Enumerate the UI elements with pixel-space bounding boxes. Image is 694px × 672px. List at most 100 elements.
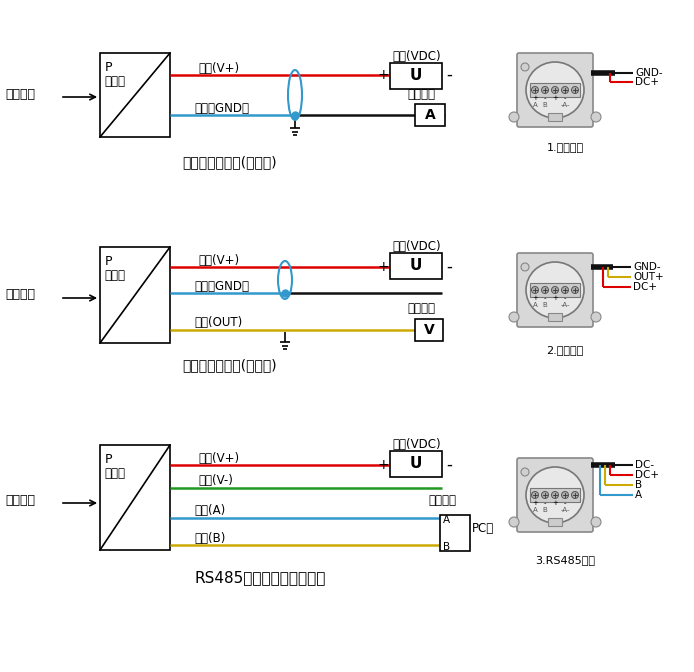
Ellipse shape: [526, 262, 584, 318]
Bar: [530, 83, 580, 97]
Text: 黑线（GND）: 黑线（GND）: [194, 101, 249, 114]
Bar: [415, 319, 443, 341]
Text: GND-: GND-: [635, 68, 663, 78]
Circle shape: [541, 491, 548, 499]
Text: A: A: [532, 302, 537, 308]
Ellipse shape: [526, 62, 584, 118]
Text: -: -: [544, 95, 546, 101]
Text: 红线(V+): 红线(V+): [198, 62, 239, 75]
Bar: [390, 253, 442, 279]
Text: -A-: -A-: [560, 302, 570, 308]
Text: +: +: [532, 500, 538, 506]
Circle shape: [509, 517, 519, 527]
Ellipse shape: [526, 467, 584, 523]
Text: -: -: [446, 456, 452, 474]
Text: 变送器: 变送器: [104, 75, 125, 88]
Text: DC-: DC-: [635, 460, 654, 470]
Text: P: P: [105, 61, 112, 74]
Text: +: +: [552, 295, 558, 301]
Text: B: B: [443, 542, 450, 552]
Text: OUT+: OUT+: [633, 272, 663, 282]
Text: 变送器: 变送器: [104, 269, 125, 282]
Text: 蓝线(A): 蓝线(A): [194, 505, 226, 517]
Text: A: A: [635, 490, 642, 500]
Circle shape: [591, 112, 601, 122]
Text: -: -: [544, 295, 546, 301]
Bar: [440, 515, 470, 551]
Text: +: +: [552, 95, 558, 101]
Text: V: V: [423, 323, 434, 337]
Circle shape: [571, 87, 579, 93]
Circle shape: [591, 312, 601, 322]
Circle shape: [561, 87, 568, 93]
Text: U: U: [410, 456, 422, 472]
Text: 液位输入: 液位输入: [5, 493, 35, 507]
Text: 采集设备: 采集设备: [407, 302, 435, 315]
Text: DC+: DC+: [635, 77, 659, 87]
Text: -: -: [564, 295, 566, 301]
Text: B: B: [635, 480, 642, 490]
Text: -: -: [446, 258, 452, 276]
Text: B: B: [543, 302, 548, 308]
Text: 黄线(B): 黄线(B): [194, 532, 226, 544]
Text: DC+: DC+: [633, 282, 657, 292]
Text: A: A: [443, 515, 450, 525]
Bar: [548, 113, 562, 121]
Text: P: P: [105, 453, 112, 466]
Text: -: -: [544, 500, 546, 506]
Circle shape: [552, 491, 559, 499]
Text: A: A: [532, 507, 537, 513]
Circle shape: [571, 286, 579, 294]
Text: +: +: [377, 68, 389, 82]
Text: -: -: [446, 66, 452, 84]
Text: 采集设备: 采集设备: [428, 493, 456, 507]
Bar: [390, 451, 442, 477]
Text: 电压输出接线图(三线制): 电压输出接线图(三线制): [183, 358, 278, 372]
Bar: [100, 247, 170, 343]
Text: 液位输入: 液位输入: [5, 288, 35, 302]
Text: +: +: [532, 95, 538, 101]
Text: PC机: PC机: [472, 521, 494, 534]
FancyBboxPatch shape: [517, 253, 593, 327]
Text: -: -: [564, 95, 566, 101]
Bar: [548, 518, 562, 526]
Circle shape: [541, 286, 548, 294]
FancyBboxPatch shape: [517, 53, 593, 127]
Text: -A-: -A-: [560, 507, 570, 513]
Text: 变送器: 变送器: [104, 467, 125, 480]
Circle shape: [509, 312, 519, 322]
Circle shape: [509, 112, 519, 122]
Text: +: +: [552, 500, 558, 506]
Circle shape: [541, 87, 548, 93]
Text: DC+: DC+: [635, 470, 659, 480]
Bar: [390, 63, 442, 89]
Text: -A-: -A-: [560, 102, 570, 108]
Circle shape: [591, 517, 601, 527]
Text: P: P: [105, 255, 112, 268]
Text: -: -: [564, 500, 566, 506]
Circle shape: [561, 286, 568, 294]
Text: 采集设备: 采集设备: [407, 87, 435, 101]
Bar: [100, 53, 170, 137]
Circle shape: [521, 468, 529, 476]
Text: A: A: [532, 102, 537, 108]
Bar: [548, 313, 562, 321]
Text: 电流输出接线图(两线制): 电流输出接线图(两线制): [183, 155, 278, 169]
Circle shape: [532, 491, 539, 499]
Text: 黄线(OUT): 黄线(OUT): [194, 317, 242, 329]
Text: 绿线(V-): 绿线(V-): [198, 474, 233, 487]
Text: B: B: [543, 102, 548, 108]
Circle shape: [532, 286, 539, 294]
Text: 液位输入: 液位输入: [5, 89, 35, 101]
Bar: [415, 104, 445, 126]
Bar: [530, 488, 580, 502]
Text: 电源(VDC): 电源(VDC): [392, 50, 441, 63]
Text: GND-: GND-: [633, 262, 661, 272]
Text: 黑线（GND）: 黑线（GND）: [194, 280, 249, 292]
FancyBboxPatch shape: [517, 458, 593, 532]
Text: +: +: [532, 295, 538, 301]
Bar: [100, 445, 170, 550]
Text: +: +: [377, 458, 389, 472]
Circle shape: [571, 491, 579, 499]
Text: 电源(VDC): 电源(VDC): [392, 241, 441, 253]
